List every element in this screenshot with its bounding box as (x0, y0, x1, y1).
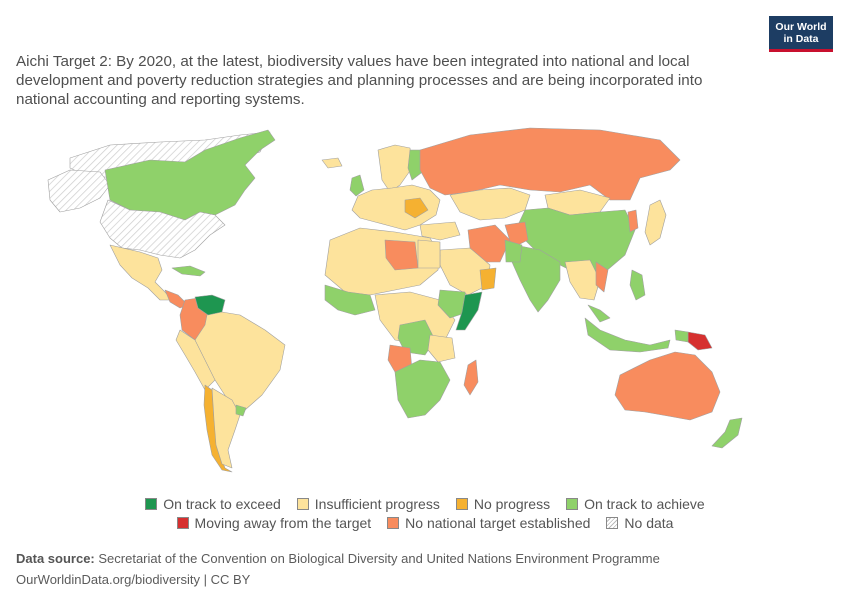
region-europe[interactable] (351, 184, 441, 231)
legend-label-away: Moving away from the target (194, 514, 372, 531)
legend-item-no-progress[interactable]: No progress (455, 495, 551, 512)
footer: Data source: Secretariat of the Conventi… (16, 548, 660, 590)
legend-swatch-no-progress (455, 497, 468, 510)
logo-line-1: Our World (775, 21, 827, 33)
region-alaska[interactable] (47, 169, 111, 213)
region-uk[interactable] (349, 174, 365, 197)
region-russia[interactable] (419, 127, 681, 201)
region-somalia[interactable] (455, 291, 483, 331)
region-png[interactable] (687, 331, 713, 351)
legend-swatch-exceed (145, 497, 158, 510)
legend-item-achieve[interactable]: On track to achieve (566, 496, 705, 512)
legend-label-no-progress: No progress (473, 495, 551, 512)
region-iceland[interactable] (321, 157, 343, 169)
chart-title: Aichi Target 2: By 2020, at the latest, … (16, 53, 703, 108)
region-ethiopia[interactable] (437, 289, 469, 319)
region-malaysia[interactable] (587, 304, 611, 323)
owid-logo[interactable]: Our World in Data (769, 16, 833, 52)
region-tanzania[interactable] (427, 334, 456, 363)
legend: On track to exceed Insufficient progress… (0, 494, 850, 532)
region-west-africa[interactable] (324, 284, 376, 316)
logo-line-2: in Data (783, 33, 819, 45)
legend-swatch-insufficient (296, 497, 309, 510)
legend-item-exceed[interactable]: On track to exceed (145, 496, 281, 512)
region-uruguay[interactable] (235, 404, 247, 417)
data-source-text: Secretariat of the Convention on Biologi… (98, 551, 660, 566)
region-indochina[interactable] (564, 259, 601, 301)
legend-item-insufficient[interactable]: Insufficient progress (296, 495, 440, 512)
legend-swatch-achieve (566, 497, 579, 510)
legend-label-no-data: No data (624, 514, 674, 531)
legend-item-no-target[interactable]: No national target established (387, 515, 590, 531)
region-europe-south[interactable] (404, 197, 429, 219)
legend-label-exceed: On track to exceed (163, 495, 281, 512)
region-scandinavia[interactable] (377, 144, 413, 193)
region-melanesia[interactable] (674, 329, 689, 343)
region-southern-africa[interactable] (394, 359, 451, 419)
legend-row-2: Moving away from the target No national … (0, 513, 850, 532)
data-source-label: Data source: (16, 551, 95, 566)
region-usa[interactable] (99, 199, 226, 259)
legend-label-no-target: No national target established (405, 514, 591, 531)
region-oman[interactable] (479, 267, 497, 291)
region-egypt[interactable] (417, 239, 441, 269)
region-australia[interactable] (614, 351, 721, 421)
region-libya[interactable] (384, 239, 419, 271)
region-madagascar[interactable] (463, 359, 479, 396)
legend-swatch-no-target (387, 516, 400, 529)
legend-label-achieve: On track to achieve (584, 495, 705, 512)
region-philippines[interactable] (629, 269, 646, 301)
footer-url[interactable]: OurWorldinData.org/biodiversity | CC BY (16, 572, 251, 587)
legend-item-away[interactable]: Moving away from the target (176, 514, 372, 531)
legend-item-no-data[interactable]: No data (606, 515, 673, 531)
region-kazakhstan[interactable] (449, 187, 531, 221)
region-korea[interactable] (627, 209, 639, 233)
region-saudi[interactable] (439, 247, 491, 296)
legend-row-1: On track to exceed Insufficient progress… (0, 494, 850, 513)
region-pakistan[interactable] (504, 239, 523, 263)
region-turkey[interactable] (419, 221, 461, 241)
world-map (47, 127, 743, 473)
region-japan[interactable] (644, 199, 667, 246)
region-vietnam[interactable] (595, 261, 609, 293)
region-new-zealand[interactable] (711, 417, 743, 449)
legend-label-insufficient: Insufficient progress (314, 495, 440, 512)
legend-swatch-no-data (606, 516, 619, 529)
region-caribbean[interactable] (171, 265, 206, 277)
data-source: Data source: Secretariat of the Conventi… (16, 548, 660, 569)
region-drc[interactable] (397, 319, 436, 356)
legend-swatch-away (176, 516, 189, 529)
region-indonesia[interactable] (584, 317, 671, 353)
region-india[interactable] (511, 244, 561, 313)
region-venezuela[interactable] (194, 294, 226, 316)
